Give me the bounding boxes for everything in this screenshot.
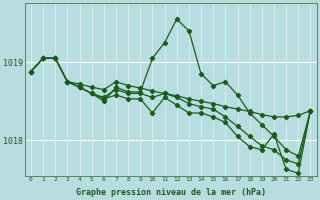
X-axis label: Graphe pression niveau de la mer (hPa): Graphe pression niveau de la mer (hPa) xyxy=(76,188,266,197)
